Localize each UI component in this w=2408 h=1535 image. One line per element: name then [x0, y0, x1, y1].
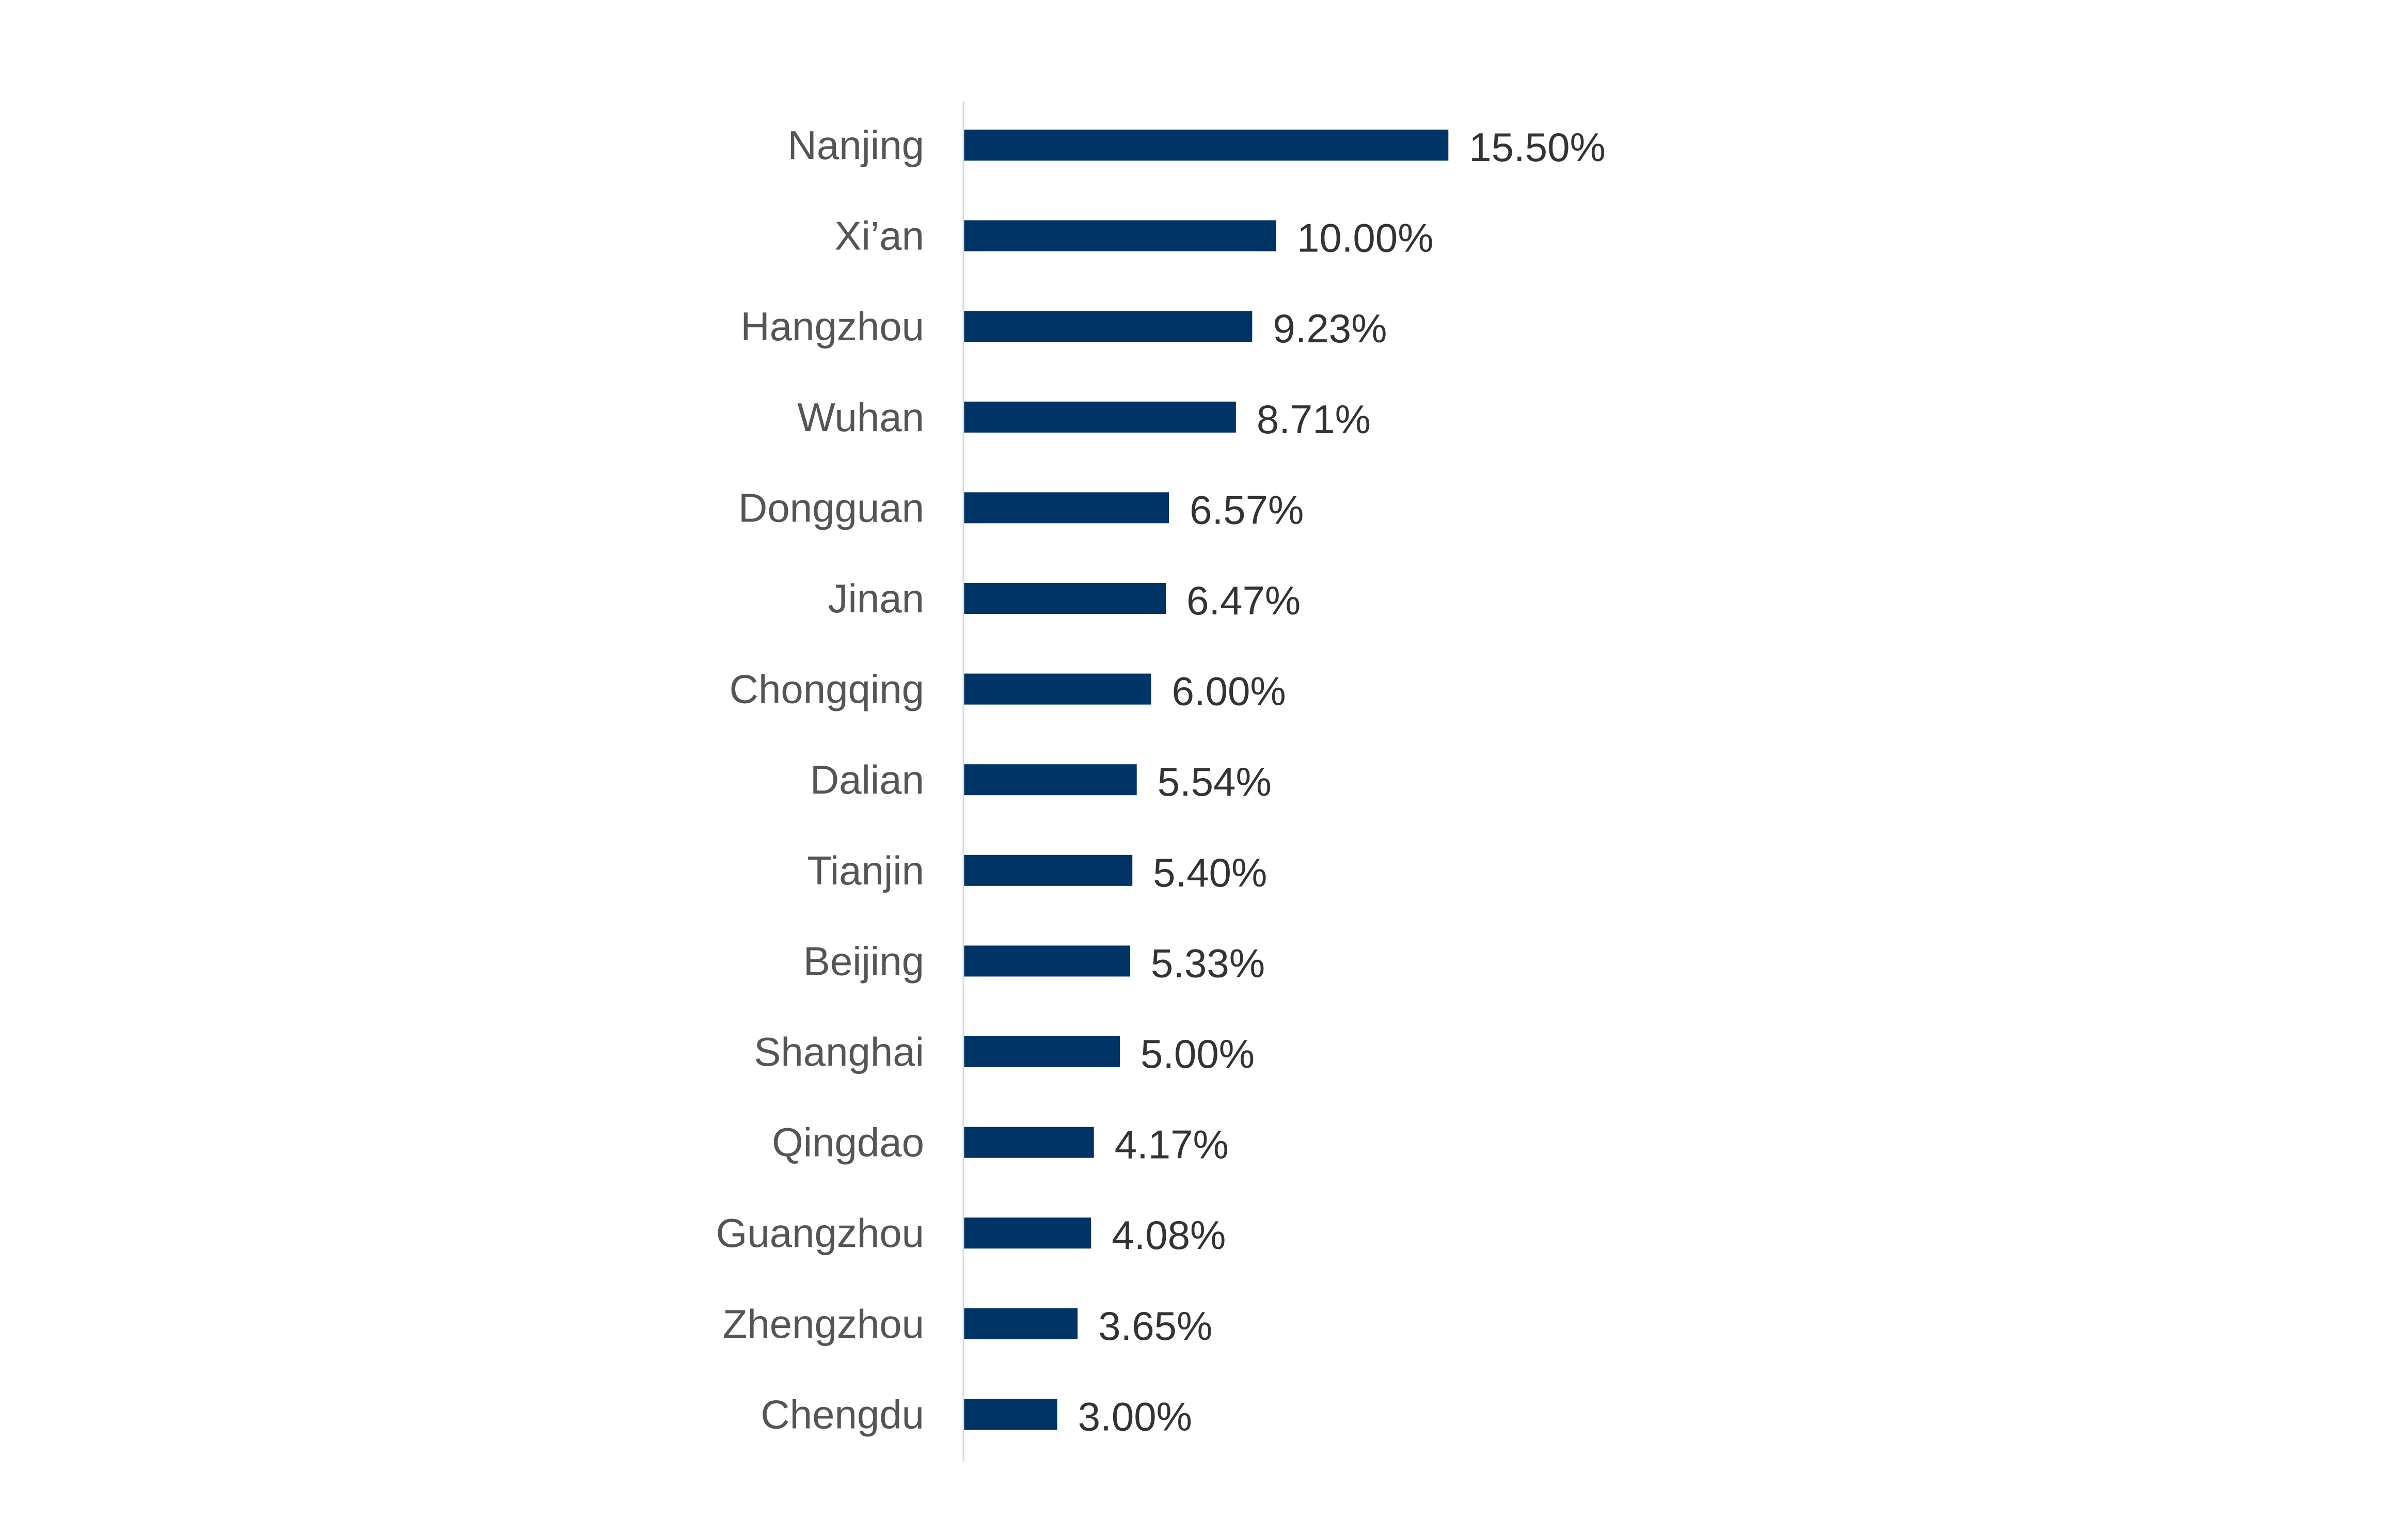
bar [963, 220, 1276, 251]
bar [963, 1399, 1057, 1430]
category-label: Guangzhou [716, 1210, 924, 1256]
bar [963, 854, 1133, 886]
value-label: 10.00% [1297, 215, 1434, 261]
category-label: Jinan [828, 576, 924, 621]
bar [963, 1127, 1094, 1158]
bar [963, 311, 1253, 342]
bar [963, 1308, 1078, 1339]
category-label: Nanjing [787, 122, 924, 168]
value-label: 3.00% [1078, 1394, 1192, 1439]
bar [963, 945, 1130, 977]
value-label: 6.00% [1172, 669, 1286, 714]
bar [963, 1217, 1091, 1249]
category-label: Qingdao [772, 1120, 924, 1165]
category-label: Beijing [803, 938, 924, 984]
category-label: Zhengzhou [723, 1301, 924, 1347]
value-label: 5.00% [1140, 1031, 1255, 1077]
category-label: Dongguan [738, 485, 924, 530]
category-label: Shanghai [754, 1029, 924, 1074]
value-label: 3.65% [1098, 1303, 1212, 1349]
category-label: Wuhan [797, 394, 924, 440]
bar [963, 130, 1449, 161]
category-label: Tianjin [807, 848, 924, 893]
bar [963, 492, 1169, 524]
value-label: 15.50% [1469, 124, 1606, 170]
value-label: 4.08% [1112, 1212, 1226, 1258]
category-label: Hangzhou [740, 304, 924, 349]
value-label: 5.40% [1153, 850, 1267, 895]
value-label: 8.71% [1257, 397, 1371, 442]
value-label: 4.17% [1115, 1122, 1229, 1167]
value-labels: 15.50% 10.00% 9.23% 8.71% 6.57% 6.47% 6.00% 5.5… [1078, 124, 1606, 1439]
category-label: Xi’an [835, 213, 924, 259]
value-label: 9.23% [1273, 306, 1387, 351]
category-label: Dalian [810, 757, 924, 802]
bar [963, 401, 1236, 433]
bars-layer [963, 130, 1449, 1430]
value-label: 5.33% [1151, 940, 1265, 986]
category-label: Chengdu [761, 1391, 924, 1437]
value-label: 6.47% [1186, 578, 1301, 623]
value-label: 6.57% [1190, 487, 1304, 532]
bar [963, 764, 1137, 796]
bar [963, 1036, 1120, 1067]
bar [963, 583, 1166, 614]
value-label: 5.54% [1158, 759, 1272, 804]
category-labels: Nanjing Xi’an Hangzhou Wuhan Dongguan Jinan Ch… [716, 122, 924, 1437]
category-label: Chongqing [730, 667, 924, 712]
bar [963, 673, 1151, 705]
